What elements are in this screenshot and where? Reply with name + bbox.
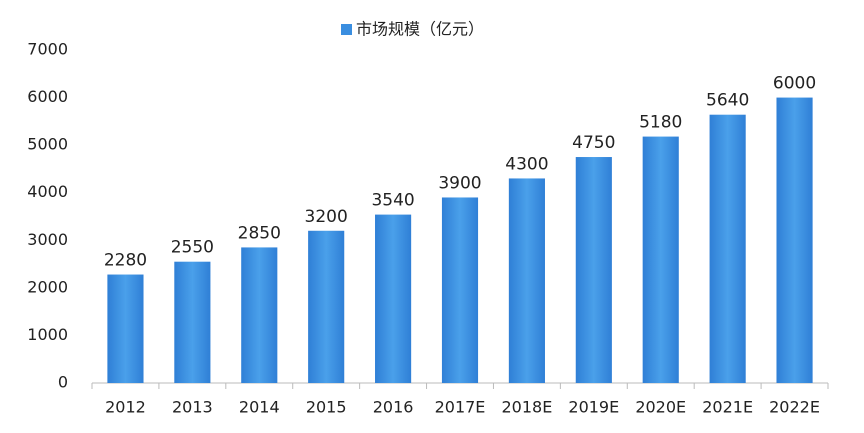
x-tick-label: 2018E bbox=[501, 398, 552, 417]
data-label: 5180 bbox=[639, 113, 682, 133]
y-tick-label: 6000 bbox=[27, 87, 68, 106]
data-label: 2550 bbox=[171, 238, 214, 258]
bar bbox=[575, 157, 612, 383]
bar bbox=[375, 214, 412, 383]
x-tick-label: 2015 bbox=[306, 398, 347, 417]
y-tick-label: 5000 bbox=[27, 135, 68, 154]
data-label: 4750 bbox=[572, 133, 615, 153]
data-label: 3540 bbox=[371, 191, 414, 211]
x-tick-label: 2016 bbox=[373, 398, 414, 417]
bar bbox=[709, 114, 746, 383]
data-label: 2850 bbox=[238, 223, 281, 243]
x-tick-label: 2022E bbox=[769, 398, 820, 417]
y-tick-label: 1000 bbox=[27, 325, 68, 344]
bar bbox=[441, 197, 479, 383]
y-tick-label: 2000 bbox=[27, 277, 68, 296]
x-tick-label: 2021E bbox=[702, 398, 753, 417]
bar bbox=[107, 274, 144, 383]
bar bbox=[174, 261, 211, 383]
y-tick-label: 3000 bbox=[27, 230, 68, 249]
data-label: 3900 bbox=[438, 173, 481, 193]
bar bbox=[508, 178, 545, 383]
bar bbox=[241, 247, 278, 383]
data-label: 4300 bbox=[505, 154, 548, 174]
legend-label: 市场规模（亿元） bbox=[356, 20, 484, 39]
y-tick-label: 7000 bbox=[27, 40, 68, 59]
x-tick-label: 2017E bbox=[435, 398, 486, 417]
bar bbox=[642, 136, 679, 383]
x-tick-label: 2020E bbox=[635, 398, 686, 417]
x-tick-label: 2013 bbox=[172, 398, 213, 417]
x-tick-label: 2012 bbox=[105, 398, 146, 417]
data-label: 6000 bbox=[773, 74, 816, 94]
bar bbox=[776, 97, 813, 384]
data-label: 3200 bbox=[305, 207, 348, 227]
y-tick-label: 4000 bbox=[27, 182, 68, 201]
x-tick-label: 2019E bbox=[568, 398, 619, 417]
y-tick-label: 0 bbox=[58, 373, 68, 392]
legend-swatch bbox=[341, 24, 352, 35]
data-label: 2280 bbox=[104, 251, 147, 271]
x-tick-label: 2014 bbox=[239, 398, 280, 417]
data-label: 5640 bbox=[706, 91, 749, 111]
bar bbox=[308, 230, 345, 383]
